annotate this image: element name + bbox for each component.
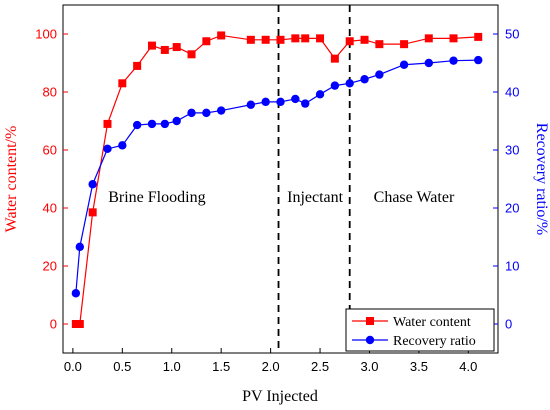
water-content-point [424,34,433,43]
water-content-point [261,35,270,44]
stage-divider-group [277,5,351,353]
water-content-point [449,34,458,43]
stage-label: Brine Flooding [108,189,205,206]
right-tick-label: 30 [505,143,519,158]
stage-label: Injectant [287,189,344,206]
stage-annotations: Brine Flooding Injectant Chase Water [108,189,455,206]
x-tick-label: 2.0 [262,359,280,374]
right-tick-label: 50 [505,27,519,42]
water-content-point [118,79,127,88]
right-tick-label: 0 [505,317,512,332]
left-tick-label: 40 [43,201,57,216]
water-content-point [474,32,483,41]
water-content-point [202,37,211,46]
water-content-point [103,119,112,128]
legend-water-label: Water content [393,315,471,330]
recovery-ratio-point [276,97,285,107]
x-tick-label: 3.5 [410,359,428,374]
recovery-ratio-point [375,70,384,79]
recovery-ratio-point [103,144,112,154]
recovery-ratio-point [330,81,340,90]
water-content-point [172,43,181,52]
x-axis-ticks: 0.0 0.5 1.0 1.5 2.0 2.5 3.0 3.5 4.0 [64,348,477,374]
water-content-point [330,54,339,63]
water-content-point [360,35,369,44]
left-tick-label: 0 [50,317,57,332]
left-axis-title: Water content/% [3,126,20,233]
recovery-ratio-line [75,59,479,294]
water-content-point [246,35,255,44]
recovery-ratio-point [261,97,270,107]
water-content-point [400,40,409,49]
left-tick-label: 80 [43,85,57,100]
legend: Water content Recovery ratio [345,308,495,352]
x-tick-label: 3.0 [360,359,378,374]
plot-frame [62,4,499,354]
recovery-ratio-point [449,56,458,65]
water-content-point [147,41,156,50]
left-tick-label: 60 [43,143,57,158]
water-content-point [88,208,97,217]
water-content-point [187,50,196,59]
water-content-point [316,34,325,43]
recovery-ratio-point [187,108,196,118]
left-tick-label: 20 [43,259,57,274]
recovery-ratio-point [474,55,483,65]
recovery-ratio-point [147,119,157,129]
water-content-point [160,45,169,54]
x-tick-label: 4.0 [459,359,477,374]
recovery-ratio-point [246,100,256,109]
recovery-ratio-point [291,94,300,104]
recovery-ratio-point [75,242,85,252]
x-tick-label: 0.5 [113,359,131,374]
water-content-point [345,37,354,46]
legend-recovery-label: Recovery ratio [393,334,476,349]
recovery-ratio-point [315,90,325,99]
recovery-ratio-point [345,79,354,88]
legend-recovery-marker [365,335,375,345]
stage-label: Chase Water [374,189,455,206]
left-axis-ticks: 0 20 40 60 80 100 [35,27,68,332]
series-layer [71,31,483,328]
right-tick-label: 10 [505,259,519,274]
x-axis-title: PV Injected [242,388,318,405]
right-axis-ticks: 0 10 20 30 40 50 [493,27,519,332]
recovery-ratio-point [202,108,211,118]
water-content-point [217,31,226,40]
recovery-ratio-point [399,60,409,69]
water-content-point [75,320,84,328]
recovery-ratio-point [360,75,369,84]
x-tick-label: 0.0 [64,359,82,374]
recovery-ratio-point [301,99,310,108]
right-axis-title: Recovery ratio/% [533,123,550,235]
water-content-point [375,40,384,49]
recovery-ratio-point [172,116,181,126]
recovery-ratio-point [132,120,142,130]
recovery-ratio-point [424,58,433,68]
x-tick-label: 2.5 [311,359,329,374]
water-content-point [133,61,142,70]
legend-water-marker [366,317,374,325]
recovery-ratio-point [216,106,226,115]
recovery-ratio-point [160,119,170,129]
water-content-line [75,34,479,325]
x-tick-label: 1.5 [212,359,230,374]
right-tick-label: 20 [505,201,519,216]
water-content-point [276,35,285,44]
water-content-point [301,34,310,43]
recovery-ratio-point [71,289,81,298]
x-tick-label: 1.0 [163,359,181,374]
recovery-ratio-point [88,180,97,189]
right-tick-label: 40 [505,85,519,100]
water-content-point [291,34,300,43]
left-tick-label: 100 [35,27,57,42]
recovery-ratio-point [118,141,127,150]
